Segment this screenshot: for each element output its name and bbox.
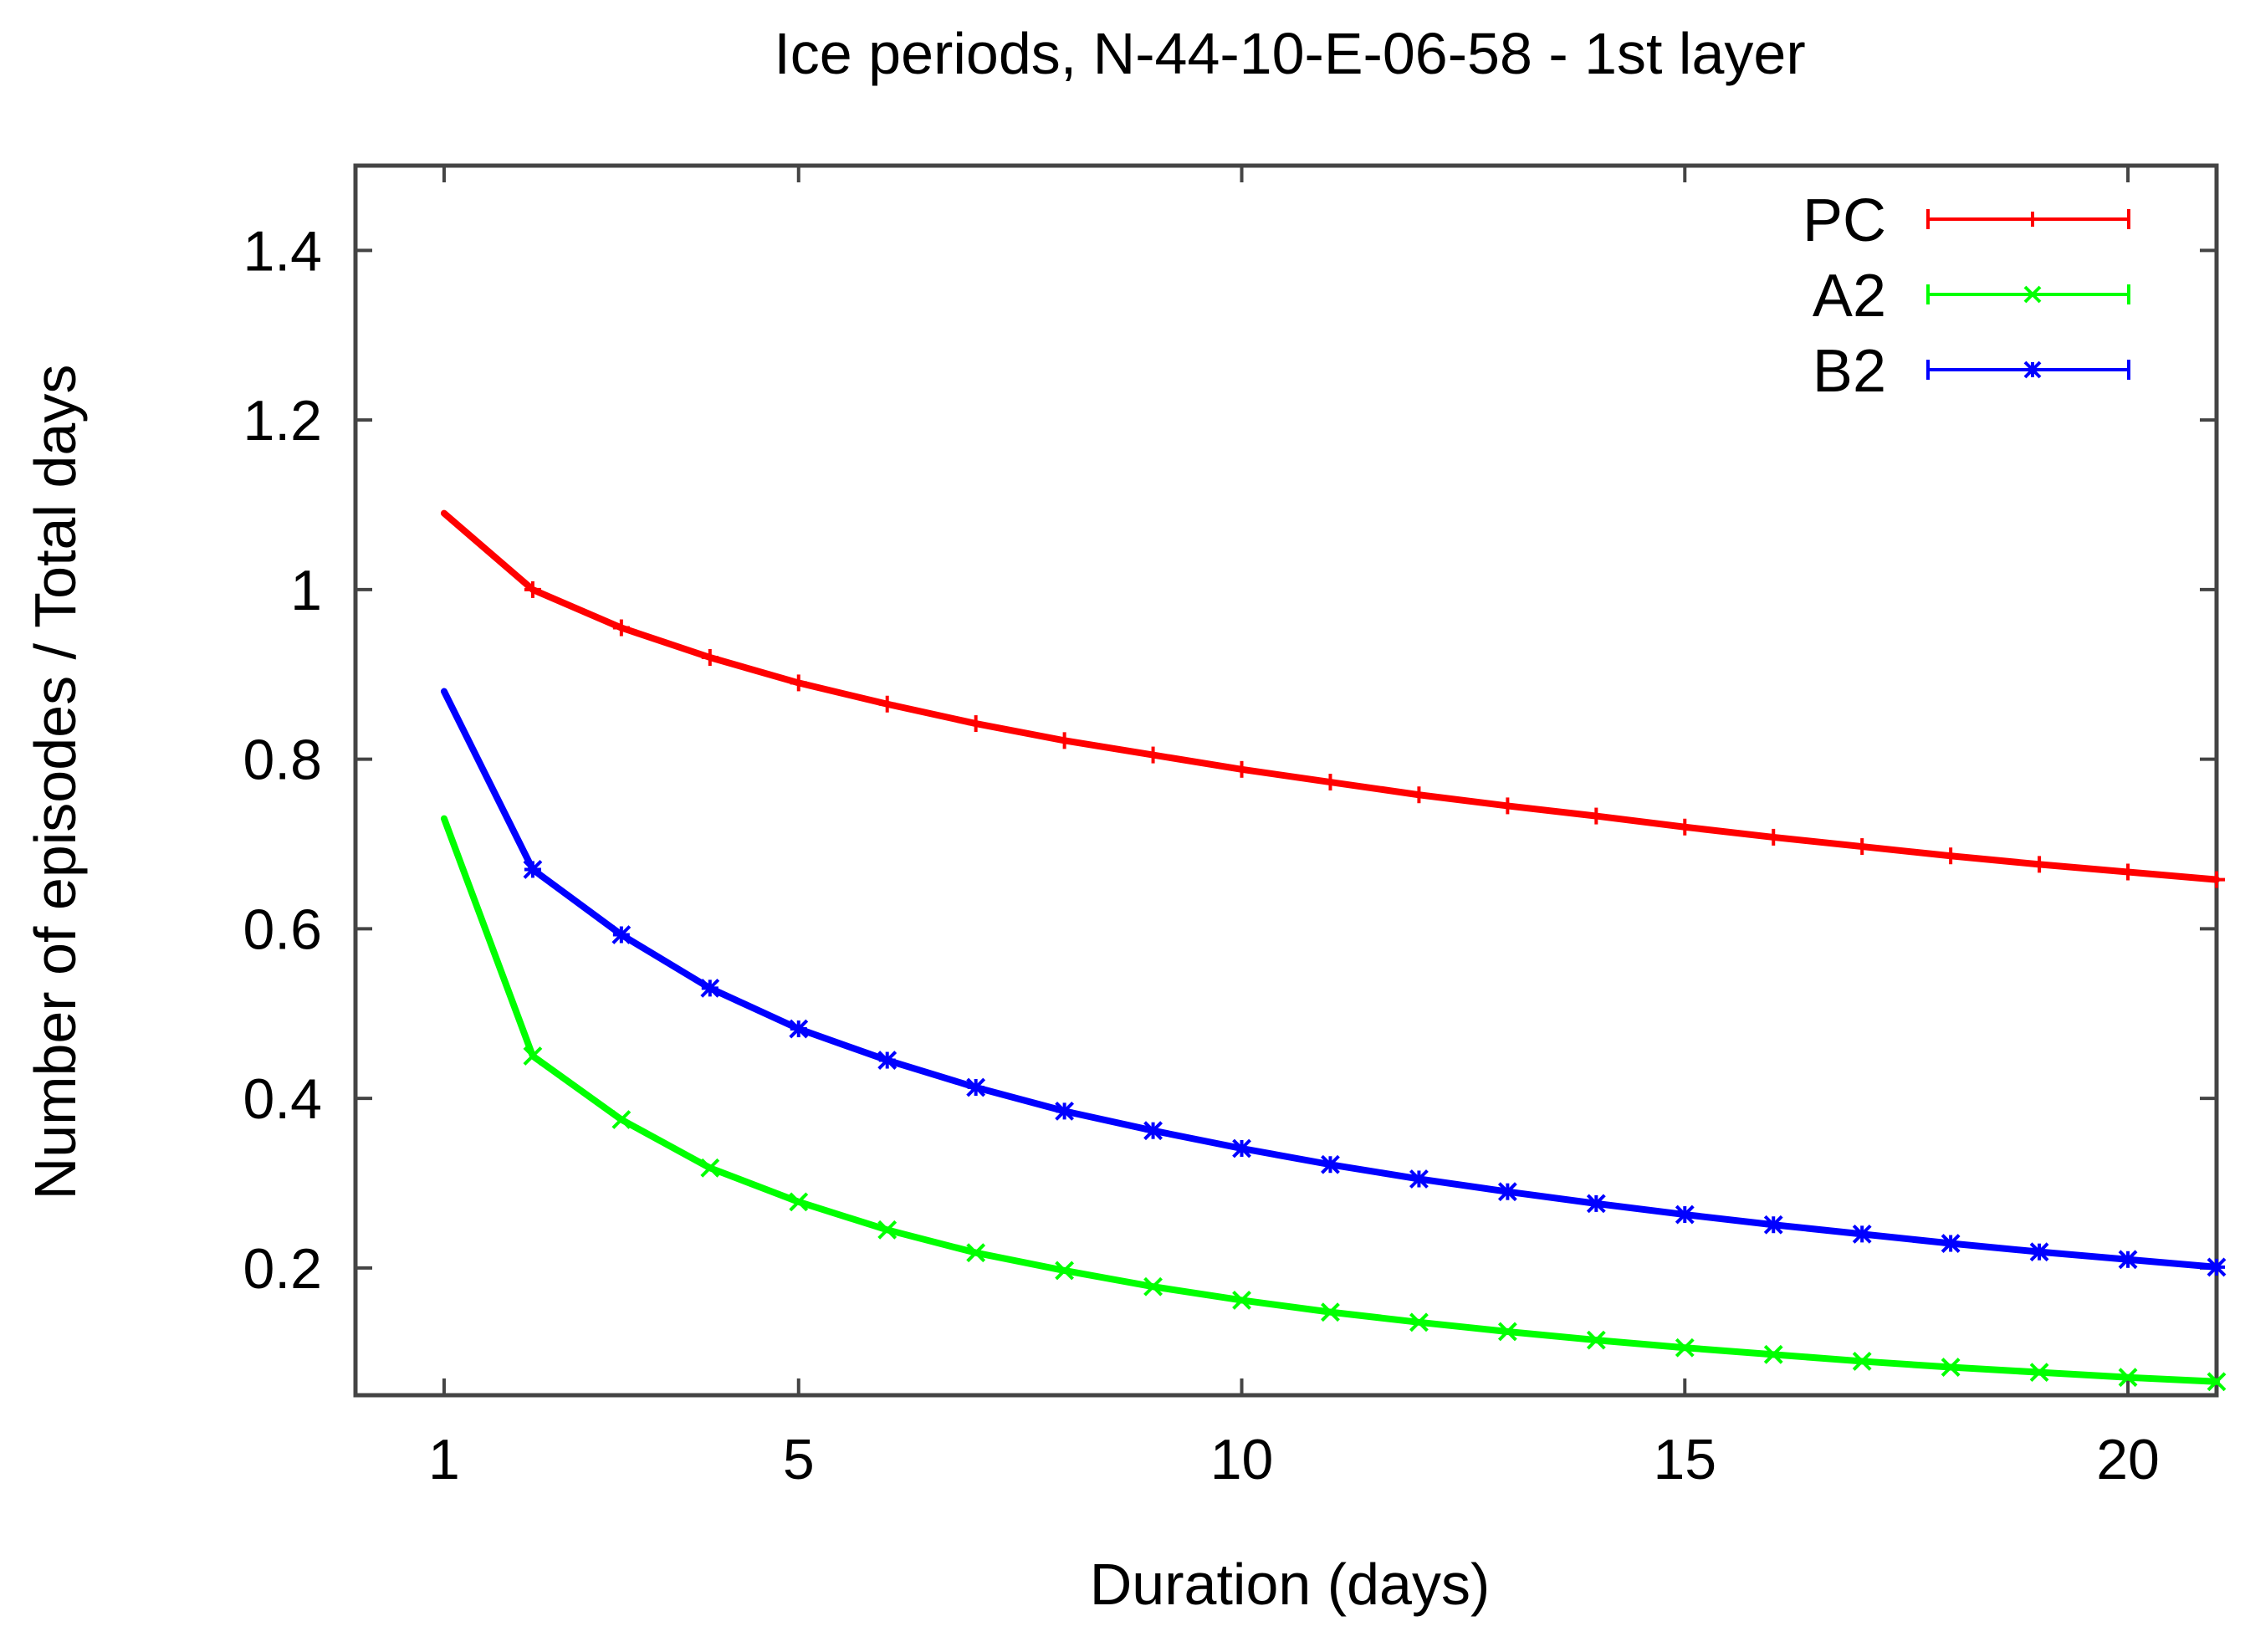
data-point-pc <box>1233 760 1250 778</box>
legend-marker-pc <box>2025 212 2040 227</box>
data-point-pc <box>1588 807 1605 825</box>
data-point-b2 <box>1586 1194 1606 1214</box>
series-a2 <box>440 815 2227 1392</box>
data-point-b2 <box>1409 1169 1429 1189</box>
data-point-pc <box>1410 786 1428 804</box>
data-point-pc <box>1499 797 1516 815</box>
data-point-a2 <box>2118 1368 2138 1388</box>
chart-title: Ice periods, N-44-10-E-06-58 - 1st layer <box>774 21 1805 86</box>
data-point-a2 <box>2029 1363 2049 1383</box>
data-point-a2 <box>877 1220 897 1240</box>
x-tick-label: 15 <box>1653 1428 1716 1491</box>
data-point-a2 <box>611 1110 632 1129</box>
data-point-pc <box>2120 863 2137 881</box>
data-point-a2 <box>523 1046 543 1066</box>
x-tick-label: 10 <box>1210 1428 1274 1491</box>
data-point-b2 <box>2207 1257 2227 1277</box>
data-point-pc <box>2031 856 2048 873</box>
data-point-b2 <box>966 1077 986 1097</box>
y-axis-title: Number of episodes / Total days <box>23 365 88 1200</box>
data-point-a2 <box>1586 1330 1606 1350</box>
y-tick-label: 0.4 <box>243 1067 322 1131</box>
data-point-a2 <box>789 1192 809 1212</box>
series-pc <box>440 509 2225 888</box>
legend-marker-b2 <box>2023 361 2042 379</box>
legend: PC A2 B2 <box>1803 187 2130 405</box>
data-point-a2 <box>1763 1344 1783 1364</box>
data-point-b2 <box>2029 1242 2049 1262</box>
data-point-pc <box>701 649 719 666</box>
legend-label-pc: PC <box>1803 187 1886 254</box>
data-point-b2 <box>1321 1154 1340 1174</box>
y-tick-label: 0.8 <box>243 729 322 792</box>
data-point-b2 <box>1675 1204 1695 1225</box>
data-point-a2 <box>1941 1358 1961 1377</box>
data-point-pc <box>1676 818 1694 836</box>
y-tick-label: 1 <box>290 559 322 622</box>
data-point-a2 <box>1409 1312 1429 1332</box>
data-point-a2 <box>2207 1372 2227 1392</box>
y-tick-label: 1.4 <box>243 219 322 283</box>
data-point-pc <box>1144 746 1162 764</box>
data-point-b2 <box>1055 1101 1075 1121</box>
data-point-a2 <box>1143 1276 1163 1297</box>
x-tick-label: 5 <box>783 1428 815 1491</box>
data-point-pc <box>967 715 984 733</box>
data-point-b2 <box>2118 1250 2138 1270</box>
x-tick-label: 20 <box>2096 1428 2160 1491</box>
data-point-a2 <box>1232 1291 1251 1310</box>
legend-label-b2: B2 <box>1813 338 1886 405</box>
data-point-b2 <box>523 860 543 879</box>
data-point-b2 <box>1232 1138 1251 1158</box>
data-point-pc <box>878 695 896 713</box>
data-point-pc <box>1765 828 1782 846</box>
y-tick-label: 1.2 <box>243 389 322 453</box>
plot-area: 1 5 10 15 200.20.40.60.811.21.4 <box>243 163 2227 1491</box>
data-point-b2 <box>611 925 632 944</box>
data-point-a2 <box>1321 1302 1340 1322</box>
data-point-b2 <box>1143 1121 1163 1141</box>
data-point-b2 <box>1941 1234 1961 1253</box>
data-point-pc <box>1854 838 1871 856</box>
series-b2 <box>440 688 2227 1277</box>
data-point-a2 <box>1852 1352 1872 1371</box>
y-tick-label: 0.6 <box>243 898 322 961</box>
data-point-b2 <box>1497 1182 1517 1202</box>
data-point-b2 <box>700 978 720 998</box>
data-point-pc <box>612 619 630 637</box>
legend-marker-a2 <box>2023 285 2042 304</box>
data-point-pc <box>1056 732 1073 749</box>
data-point-a2 <box>1497 1322 1517 1342</box>
data-point-b2 <box>1763 1215 1783 1235</box>
plot-frame <box>353 163 2219 1398</box>
data-point-b2 <box>789 1019 809 1039</box>
data-point-pc <box>790 674 807 692</box>
data-point-pc <box>524 581 541 598</box>
data-point-a2 <box>1055 1261 1075 1281</box>
data-point-a2 <box>700 1158 720 1178</box>
data-point-pc <box>1322 774 1339 791</box>
legend-label-a2: A2 <box>1813 263 1886 330</box>
data-point-pc <box>2208 871 2225 888</box>
y-tick-label: 0.2 <box>243 1237 322 1301</box>
data-point-pc <box>1942 847 1960 865</box>
x-tick-label: 1 <box>428 1428 460 1491</box>
data-point-b2 <box>877 1051 897 1070</box>
x-axis-title: Duration (days) <box>1090 1552 1491 1617</box>
data-point-a2 <box>966 1243 986 1263</box>
data-point-a2 <box>1675 1337 1695 1358</box>
data-point-b2 <box>1852 1224 1872 1244</box>
